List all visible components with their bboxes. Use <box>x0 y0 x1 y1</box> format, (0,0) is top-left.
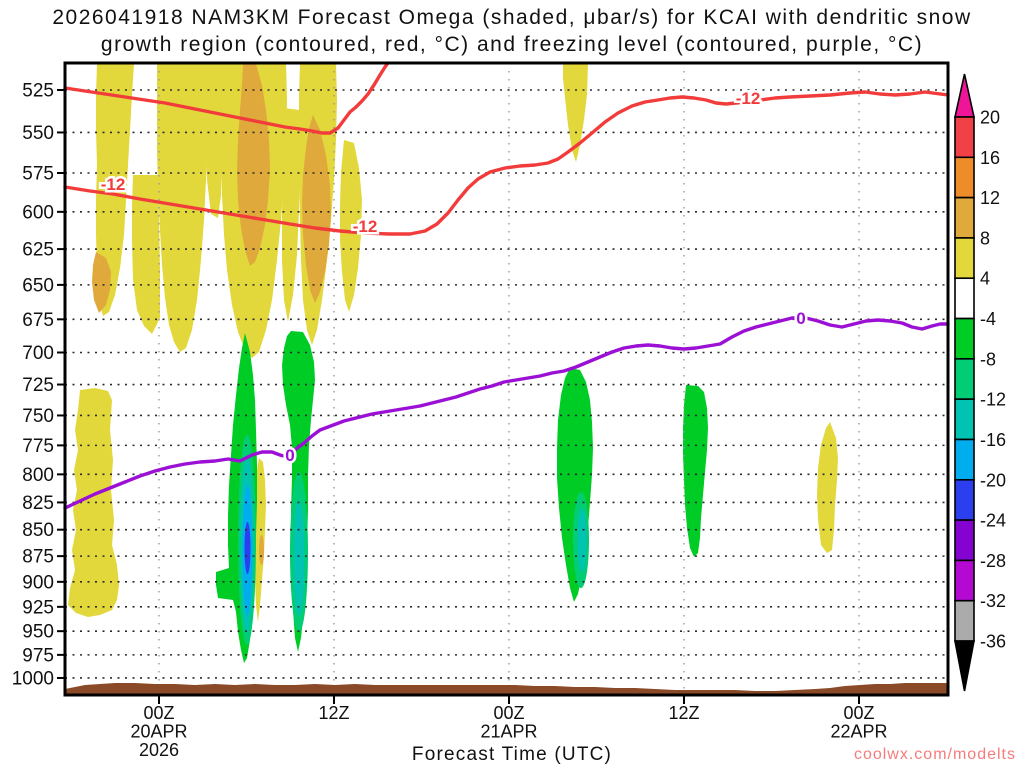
colorbar-segment <box>954 559 975 602</box>
pressure-tick-label: 875 <box>22 547 54 568</box>
colorbar-label: 8 <box>980 228 990 248</box>
contour-label-dendritic-growth-minus12C: -12 <box>736 89 761 108</box>
time-tick-label: 2026 <box>139 740 179 760</box>
contour-dendritic-growth-minus12C <box>63 90 950 236</box>
shaded-region-omega-4-8-mass-bridge1 <box>132 175 160 334</box>
time-tick-label: 12Z <box>668 703 699 723</box>
colorbar-segment <box>954 237 975 280</box>
colorbar-arrow-bottom <box>954 640 975 692</box>
shaded-region-omega-4-8-mass-b <box>157 64 207 352</box>
shaded-region-omega-4-8-strip-right <box>817 422 838 553</box>
plot-frame <box>63 61 950 697</box>
pressure-tick-label: 800 <box>22 465 54 486</box>
pressure-tick-label: 825 <box>22 493 54 514</box>
contour-label-freezing-level-0C: 0 <box>285 446 294 465</box>
colorbar-label: 20 <box>980 108 1000 128</box>
time-tick-label: 20APR <box>130 722 187 742</box>
shaded-region-omega-4-8-mass-bridge3 <box>282 108 300 322</box>
colorbar-label: -36 <box>980 632 1006 652</box>
pressure-tick-label: 775 <box>22 436 54 457</box>
colorbar-arrow-top <box>954 73 975 118</box>
colorbar-label: -16 <box>980 430 1006 450</box>
shaded-region-omega-4-8-strip-top <box>563 64 588 162</box>
pressure-tick-label: 550 <box>22 123 54 144</box>
shaded-region-omega-m16-m12-core-u2 <box>293 500 305 616</box>
chart-title-line-1: 2026041918 NAM3KM Forecast Omega (shaded… <box>52 6 972 29</box>
colorbar-segment <box>954 277 975 320</box>
time-tick-label: 00Z <box>843 703 874 723</box>
pressure-tick-label: 525 <box>22 81 54 102</box>
contour-freezing-level-0C <box>63 316 950 510</box>
pressure-tick-label: 625 <box>22 240 54 261</box>
shaded-region-omega-4-8-mass-bridge2 <box>204 64 223 218</box>
colorbar-label: -20 <box>980 470 1006 490</box>
shaded-region-omega-8-12-core3 <box>92 252 111 313</box>
terrain-profile <box>65 683 948 695</box>
pressure-tick-label: 575 <box>22 164 54 185</box>
pressure-tick-label: 600 <box>22 202 54 223</box>
colorbar-label: 12 <box>980 188 1000 208</box>
shaded-region-omega-m8-m4-updraft4 <box>683 385 708 557</box>
colorbar-segment <box>954 478 975 521</box>
chart-title-line-2: growth region (contoured, red, °C) and f… <box>100 33 924 56</box>
colorbar-segment <box>954 438 975 481</box>
pressure-tick-label: 850 <box>22 520 54 541</box>
contour-label-dendritic-growth-minus12C: -12 <box>101 175 126 194</box>
pressure-tick-label: 900 <box>22 572 54 593</box>
contour-label-dendritic-growth-minus12C: -12 <box>353 217 378 236</box>
colorbar-label: 4 <box>980 269 990 289</box>
pressure-tick-label: 700 <box>22 343 54 364</box>
chart-title: 2026041918 NAM3KM Forecast Omega (shaded… <box>0 6 1024 57</box>
colorbar-label: -24 <box>980 511 1006 531</box>
pressure-tick-label: 925 <box>22 597 54 618</box>
watermark-text: coolwx.com/modelts <box>853 746 1016 763</box>
colorbar-segment <box>954 156 975 199</box>
pressure-tick-label: 675 <box>22 310 54 331</box>
shaded-region-omega-4-8-mass-a <box>96 64 134 316</box>
colorbar-label: -8 <box>980 349 996 369</box>
colorbar-label: -28 <box>980 551 1006 571</box>
colorbar-segment <box>954 599 975 642</box>
contour-label-freezing-level-0C: 0 <box>796 309 805 328</box>
pressure-tick-label: 950 <box>22 622 54 643</box>
x-axis-title: Forecast Time (UTC) <box>411 744 613 765</box>
colorbar-label: -32 <box>980 591 1006 611</box>
colorbar-label: -4 <box>980 309 996 329</box>
colorbar-segment <box>954 358 975 400</box>
time-tick-label: 12Z <box>318 703 349 723</box>
pressure-tick-label: 725 <box>22 375 54 396</box>
time-tick-label: 00Z <box>493 703 524 723</box>
shaded-region-omega-8-12-core2 <box>302 115 331 303</box>
time-tick-label: 00Z <box>143 703 174 723</box>
pressure-tick-label: 1000 <box>12 668 54 689</box>
shaded-region-omega-8-12-sliver-spike <box>259 535 264 565</box>
shaded-region-omega-m24-m20-core-u1 <box>244 522 251 574</box>
colorbar-segment <box>954 317 975 360</box>
shaded-region-omega-m16-m12-core-u3 <box>577 508 587 572</box>
colorbar-segment <box>954 196 975 239</box>
colorbar-segment <box>954 398 975 441</box>
contour-dendritic-growth-minus12C-upper <box>63 61 390 135</box>
pressure-tick-label: 975 <box>22 645 54 666</box>
pressure-tick-label: 650 <box>22 275 54 296</box>
colorbar-segment <box>954 519 975 562</box>
colorbar-label: 16 <box>980 148 1000 168</box>
pressure-tick-label: 750 <box>22 406 54 427</box>
time-tick-label: 22APR <box>830 722 887 742</box>
colorbar-segment <box>954 116 975 159</box>
time-tick-label: 21APR <box>480 722 537 742</box>
shaded-region-omega-4-8-strip-mid <box>340 140 362 312</box>
colorbar-label: -12 <box>980 390 1006 410</box>
